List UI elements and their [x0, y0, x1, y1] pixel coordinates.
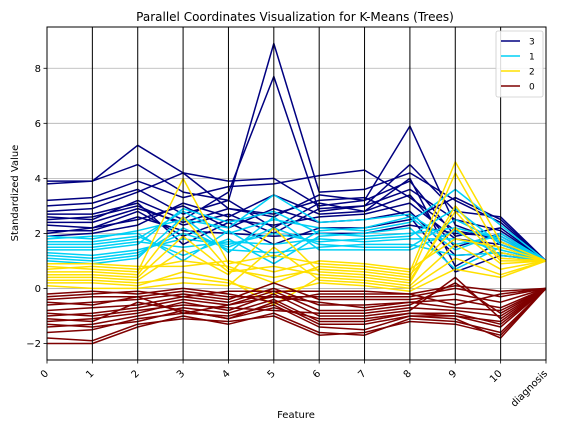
y-tick-label: −2: [26, 339, 41, 350]
series-3-line: [46, 194, 547, 262]
series-3-line: [47, 196, 547, 273]
series-1-line: [46, 216, 547, 262]
x-tick-label: 4: [220, 368, 232, 380]
legend-box: [495, 30, 544, 98]
series-2-line: [46, 246, 547, 290]
series-2-line: [46, 227, 547, 284]
series-0-line: [46, 287, 547, 328]
series-0-line: [46, 284, 547, 298]
series-1-line: [47, 188, 547, 262]
series-2-line: [47, 238, 547, 273]
x-tick-label: 10: [488, 368, 505, 385]
x-tick-label: 2: [130, 368, 142, 380]
legend-label-0: 0: [529, 83, 535, 93]
series-lines: [46, 42, 547, 345]
series-0-line: [46, 287, 547, 317]
series-1-line: [46, 194, 547, 262]
y-tick-labels: −2 0 2 4 6 8: [26, 64, 47, 350]
series-2-line: [47, 210, 546, 281]
series-3-line: [46, 177, 547, 268]
series-0-line: [46, 287, 547, 328]
x-tick-label: 3: [175, 368, 187, 380]
x-axis-title: Feature: [277, 410, 315, 421]
y-axis-title: Standardized Value: [10, 145, 21, 242]
x-tick-label: 0: [39, 368, 51, 380]
x-tick-label: 8: [402, 368, 414, 380]
series-2-line: [46, 161, 547, 273]
x-tick-labels: 0 1 2 3 4 5 6 7 8 9 10 diagnosis: [39, 360, 550, 410]
x-tick-label: 9: [447, 368, 459, 380]
chart-title: Parallel Coordinates Visualization for K…: [136, 10, 454, 24]
series-0-line: [46, 287, 547, 306]
series-0-line: [46, 287, 547, 314]
series-0-line: [46, 287, 547, 342]
series-2-line: [47, 260, 547, 295]
series-0-line: [46, 287, 547, 339]
x-tick-label: 5: [266, 368, 278, 380]
legend-label-3: 3: [529, 38, 535, 48]
series-3-line: [46, 75, 547, 262]
y-tick-label: 2: [35, 229, 41, 240]
series-3-line: [47, 42, 547, 262]
series-1-line: [47, 207, 547, 262]
y-tick-label: 6: [35, 119, 41, 130]
legend: 3 1 2 0: [495, 30, 544, 98]
x-tick-label: 1: [84, 368, 96, 380]
x-tick-label: 6: [311, 368, 323, 380]
series-0-line: [46, 282, 547, 317]
legend-label-1: 1: [529, 53, 535, 63]
x-tick-label: diagnosis: [509, 368, 550, 409]
series-0-line: [46, 276, 547, 323]
series-1-line: [46, 218, 547, 262]
y-tick-label: 8: [35, 64, 41, 75]
series-2-line: [47, 172, 547, 279]
series-0-line: [47, 287, 547, 345]
series-3-line: [46, 169, 547, 262]
plot-frame: [46, 26, 547, 361]
x-tick-label: 7: [356, 368, 368, 380]
series-3-line: [46, 125, 547, 262]
series-0-line: [46, 287, 547, 301]
legend-label-2: 2: [529, 68, 535, 78]
y-tick-label: 0: [35, 284, 41, 295]
series-2-line: [47, 205, 547, 284]
y-tick-label: 4: [35, 174, 41, 185]
